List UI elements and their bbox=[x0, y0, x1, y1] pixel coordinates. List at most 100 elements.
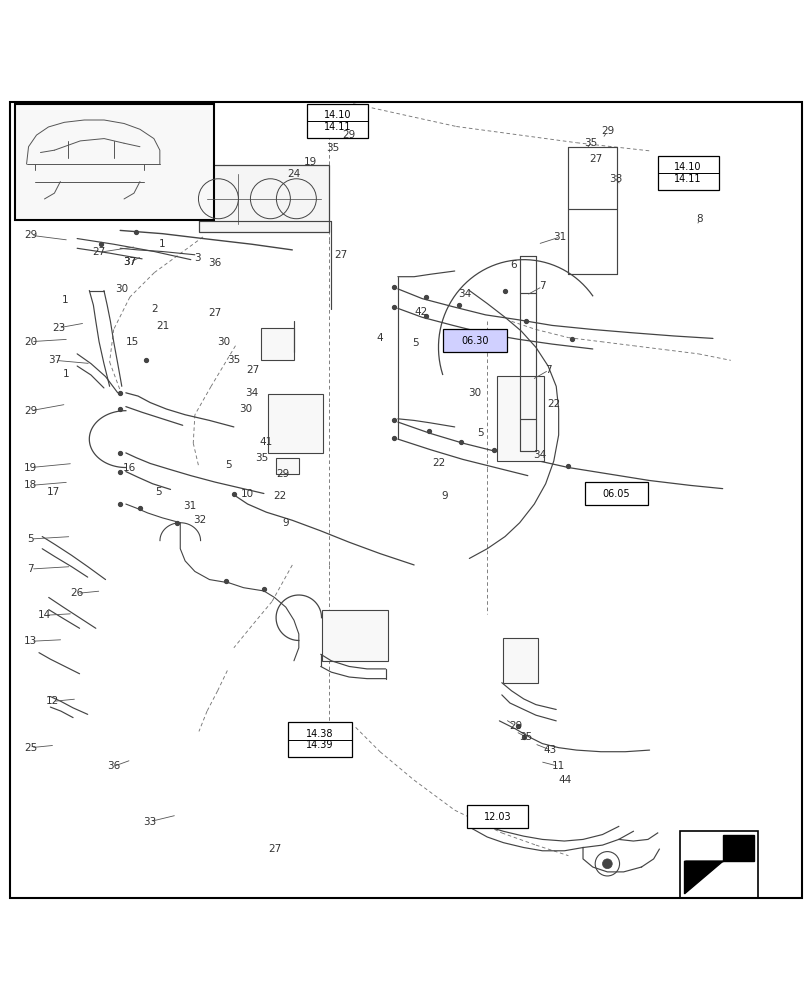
Text: 27: 27 bbox=[208, 308, 221, 318]
Bar bbox=[503, 638, 537, 683]
Text: 11: 11 bbox=[551, 761, 564, 771]
Text: 21: 21 bbox=[156, 321, 169, 331]
Text: 1: 1 bbox=[159, 239, 165, 249]
Text: 06.30: 06.30 bbox=[461, 336, 488, 346]
Bar bbox=[261, 328, 294, 360]
Text: 27: 27 bbox=[334, 250, 347, 260]
Text: 37: 37 bbox=[123, 257, 136, 267]
Text: 31: 31 bbox=[553, 232, 566, 242]
Bar bbox=[276, 458, 298, 474]
Text: 19: 19 bbox=[24, 463, 37, 473]
Text: 35: 35 bbox=[326, 143, 339, 153]
Text: 34: 34 bbox=[457, 289, 470, 299]
Text: 41: 41 bbox=[260, 437, 272, 447]
Text: 7: 7 bbox=[539, 281, 545, 291]
Text: 38: 38 bbox=[608, 174, 621, 184]
Text: 25: 25 bbox=[24, 743, 37, 753]
Text: 22: 22 bbox=[431, 458, 444, 468]
Bar bbox=[199, 165, 328, 232]
Text: 8: 8 bbox=[696, 214, 702, 224]
Text: 35: 35 bbox=[255, 453, 268, 463]
Text: 4: 4 bbox=[376, 333, 383, 343]
Text: 7: 7 bbox=[28, 564, 34, 574]
Text: 20: 20 bbox=[24, 337, 37, 347]
Text: 15: 15 bbox=[126, 337, 139, 347]
Text: 27: 27 bbox=[268, 844, 281, 854]
Text: 14.10
14.11: 14.10 14.11 bbox=[674, 162, 701, 184]
Bar bbox=[321, 610, 388, 661]
Text: 29: 29 bbox=[24, 230, 37, 240]
Text: 7: 7 bbox=[545, 365, 551, 375]
Text: 1: 1 bbox=[62, 295, 68, 305]
Text: 14: 14 bbox=[38, 610, 51, 620]
Text: 12: 12 bbox=[46, 696, 59, 706]
Text: 37: 37 bbox=[123, 257, 136, 267]
Polygon shape bbox=[684, 835, 753, 861]
Bar bbox=[584, 482, 647, 505]
Text: 30: 30 bbox=[115, 284, 128, 294]
Text: 42: 42 bbox=[414, 307, 427, 317]
Bar bbox=[288, 722, 351, 757]
Text: 14.38
14.39: 14.38 14.39 bbox=[306, 729, 333, 750]
Text: 6: 6 bbox=[509, 260, 516, 270]
Circle shape bbox=[602, 859, 611, 869]
Text: 22: 22 bbox=[547, 399, 560, 409]
Text: 22: 22 bbox=[273, 491, 286, 501]
Bar bbox=[496, 376, 543, 461]
Text: 33: 33 bbox=[144, 817, 157, 827]
Text: 31: 31 bbox=[183, 501, 196, 511]
Text: 5: 5 bbox=[477, 428, 483, 438]
Bar bbox=[657, 156, 718, 190]
Text: 9: 9 bbox=[282, 518, 289, 528]
Text: 18: 18 bbox=[24, 480, 37, 490]
Text: 29: 29 bbox=[342, 130, 355, 140]
Bar bbox=[268, 394, 323, 453]
Text: 29: 29 bbox=[508, 721, 521, 731]
Text: 34: 34 bbox=[245, 388, 258, 398]
Text: 29: 29 bbox=[276, 469, 289, 479]
Text: 9: 9 bbox=[441, 491, 448, 501]
Text: 5: 5 bbox=[155, 487, 161, 497]
Text: 34: 34 bbox=[533, 450, 546, 460]
Text: 35: 35 bbox=[584, 138, 597, 148]
Text: 14.10
14.11: 14.10 14.11 bbox=[324, 110, 350, 132]
Text: 13: 13 bbox=[24, 636, 37, 646]
Text: 29: 29 bbox=[600, 126, 613, 136]
Text: 23: 23 bbox=[52, 323, 65, 333]
Text: 2: 2 bbox=[151, 304, 157, 314]
Polygon shape bbox=[684, 861, 722, 894]
Text: 36: 36 bbox=[107, 761, 120, 771]
Text: 5: 5 bbox=[225, 460, 232, 470]
Text: 35: 35 bbox=[519, 732, 532, 742]
Text: 27: 27 bbox=[247, 365, 260, 375]
Text: 1: 1 bbox=[63, 369, 70, 379]
Text: 27: 27 bbox=[589, 154, 602, 164]
Bar bbox=[15, 104, 213, 220]
Text: 10: 10 bbox=[241, 489, 254, 499]
Text: 30: 30 bbox=[217, 337, 230, 347]
Text: 5: 5 bbox=[28, 534, 34, 544]
Text: 24: 24 bbox=[287, 169, 300, 179]
Text: 30: 30 bbox=[468, 388, 481, 398]
Text: 36: 36 bbox=[208, 258, 221, 268]
Text: 30: 30 bbox=[238, 404, 251, 414]
Text: 44: 44 bbox=[558, 775, 571, 785]
Bar bbox=[466, 805, 527, 828]
Text: 12.03: 12.03 bbox=[483, 812, 511, 822]
Text: 16: 16 bbox=[123, 463, 136, 473]
Bar bbox=[680, 831, 757, 898]
Text: 19: 19 bbox=[303, 157, 316, 167]
Text: 5: 5 bbox=[412, 338, 418, 348]
Bar bbox=[307, 104, 367, 138]
Text: 43: 43 bbox=[543, 745, 556, 755]
Text: 17: 17 bbox=[47, 487, 60, 497]
Text: 3: 3 bbox=[194, 253, 200, 263]
Text: 35: 35 bbox=[227, 355, 240, 365]
Text: 32: 32 bbox=[193, 515, 206, 525]
Bar bbox=[443, 329, 506, 352]
Text: 27: 27 bbox=[92, 247, 105, 257]
Text: 29: 29 bbox=[24, 406, 37, 416]
Text: 06.05: 06.05 bbox=[602, 489, 629, 499]
Text: 26: 26 bbox=[71, 588, 84, 598]
Text: 37: 37 bbox=[49, 355, 62, 365]
